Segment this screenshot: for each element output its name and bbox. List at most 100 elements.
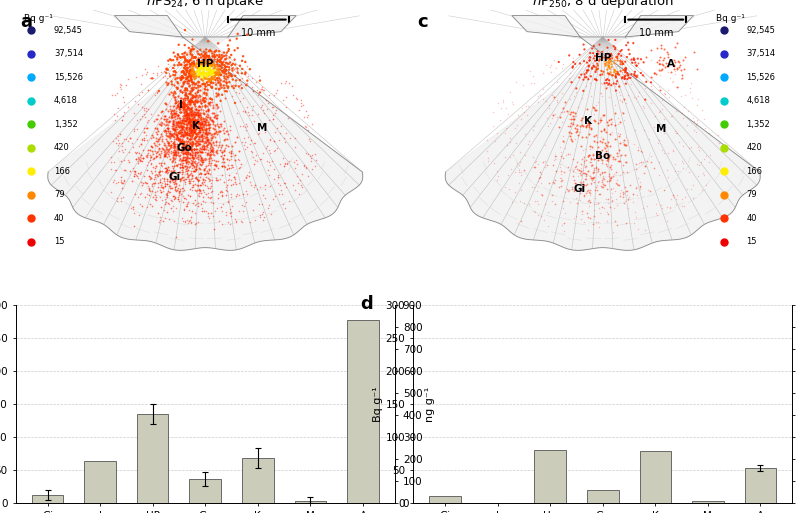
Point xyxy=(486,108,499,116)
Point xyxy=(614,191,626,200)
Point xyxy=(661,48,674,56)
Point xyxy=(182,129,195,137)
Point xyxy=(662,149,674,157)
Point xyxy=(178,101,190,109)
Point xyxy=(106,91,118,100)
Point xyxy=(610,67,622,75)
Point xyxy=(602,70,615,78)
Point xyxy=(206,147,219,155)
Point xyxy=(134,169,146,177)
Point xyxy=(274,181,286,189)
Point xyxy=(564,119,577,127)
Point xyxy=(610,179,622,187)
Point xyxy=(152,159,165,167)
Point xyxy=(521,110,534,119)
Point xyxy=(254,88,266,96)
Point xyxy=(167,49,180,57)
Point xyxy=(197,71,210,79)
Point xyxy=(196,106,209,114)
Point xyxy=(609,36,622,44)
Point xyxy=(211,55,224,64)
Point xyxy=(188,111,201,119)
Point xyxy=(695,106,708,114)
Point xyxy=(598,53,610,62)
Point xyxy=(608,59,621,67)
Point xyxy=(176,145,189,153)
Point xyxy=(206,74,218,82)
Point xyxy=(190,119,202,127)
Point xyxy=(200,162,213,170)
Point xyxy=(614,189,626,198)
Point xyxy=(168,102,181,110)
Point xyxy=(181,102,194,110)
Point xyxy=(162,124,174,132)
Point xyxy=(616,193,629,201)
Point xyxy=(191,137,204,145)
Point xyxy=(178,162,191,170)
Point xyxy=(186,146,198,154)
Point xyxy=(201,149,214,157)
Point xyxy=(182,57,195,65)
Point xyxy=(161,145,174,153)
Point xyxy=(149,167,162,175)
Point xyxy=(199,80,212,88)
Point xyxy=(230,34,243,43)
Point xyxy=(135,157,148,166)
Point xyxy=(606,155,619,163)
Point xyxy=(580,163,593,171)
Point xyxy=(183,124,196,132)
Point xyxy=(178,119,190,127)
Point xyxy=(199,126,212,134)
Point xyxy=(163,129,176,137)
Point xyxy=(608,68,621,76)
Point xyxy=(188,163,201,171)
Point xyxy=(164,127,177,135)
Point xyxy=(581,121,594,129)
Point xyxy=(186,122,198,130)
Point xyxy=(225,147,238,155)
Point xyxy=(168,96,181,105)
Point xyxy=(200,107,213,115)
Point xyxy=(585,175,598,184)
Point xyxy=(183,90,196,98)
Point xyxy=(138,135,150,144)
Point xyxy=(144,175,157,183)
Point xyxy=(147,154,160,162)
Point xyxy=(226,63,239,71)
Point xyxy=(663,204,676,212)
Point xyxy=(182,149,194,157)
Point xyxy=(141,136,154,144)
Point xyxy=(567,54,580,62)
Point xyxy=(191,95,204,103)
Point xyxy=(509,124,522,132)
Point xyxy=(188,75,201,83)
Point xyxy=(220,79,233,87)
Point xyxy=(194,154,207,163)
Point xyxy=(622,204,634,212)
Text: 10 mm: 10 mm xyxy=(241,28,275,37)
Point xyxy=(210,104,223,112)
Point xyxy=(207,199,220,207)
Point xyxy=(654,126,666,134)
Point xyxy=(229,82,242,90)
Point xyxy=(205,78,218,86)
Point xyxy=(632,225,645,233)
Point xyxy=(178,62,191,70)
Point xyxy=(201,78,214,87)
Point xyxy=(257,215,270,224)
Point xyxy=(586,143,598,151)
Point xyxy=(174,137,187,146)
Point xyxy=(176,147,189,155)
Point xyxy=(185,167,198,175)
Point xyxy=(229,150,242,159)
Point xyxy=(713,139,726,147)
Point xyxy=(122,155,134,164)
Point xyxy=(194,165,206,173)
Point xyxy=(615,46,628,54)
Point xyxy=(584,180,597,188)
Point xyxy=(175,139,188,147)
Point xyxy=(178,93,190,102)
Point xyxy=(614,67,627,75)
Point xyxy=(200,51,213,60)
Point xyxy=(258,213,270,221)
